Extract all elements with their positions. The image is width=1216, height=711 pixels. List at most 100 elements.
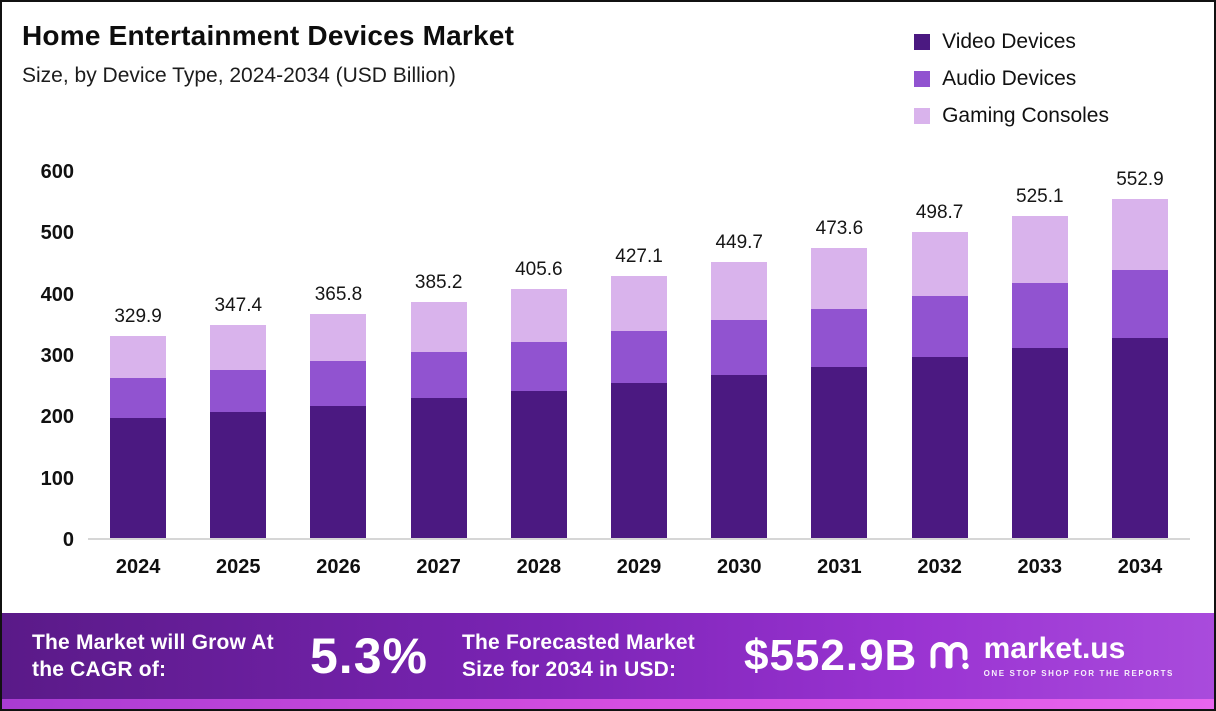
marketus-logo-icon [928, 636, 974, 677]
segment-video-devices [911, 357, 968, 538]
segment-gaming-consoles [711, 262, 768, 321]
segment-gaming-consoles [210, 324, 267, 370]
stacked-bar: 449.7 [711, 232, 768, 538]
stacked-bar: 427.1 [611, 246, 668, 538]
bar-group-2026: 365.8 [288, 172, 388, 538]
stacked-bar: 498.7 [911, 202, 968, 538]
x-axis-label: 2029 [616, 556, 662, 578]
title-block: Home Entertainment Devices Market Size, … [22, 20, 514, 88]
stacked-bar: 385.2 [410, 272, 467, 538]
bar-group-2033: 525.1 [990, 172, 1090, 538]
y-tick-label: 400 [40, 283, 74, 306]
y-tick-label: 200 [40, 406, 74, 429]
x-axis-label: 2030 [716, 556, 762, 578]
segment-audio-devices [711, 320, 768, 376]
stacked-bar: 329.9 [110, 306, 167, 538]
bar-total-label: 498.7 [915, 202, 964, 224]
y-tick-label: 500 [40, 222, 74, 245]
x-axis-label: 2024 [115, 556, 161, 578]
plot-area: 329.9 347.4 365.8 385.2 405.6 427.1 449.7 473.6… [88, 169, 1190, 540]
bar-group-2029: 427.1 [589, 172, 689, 538]
stacked-bar: 525.1 [1011, 186, 1068, 538]
y-tick-label: 100 [40, 467, 74, 490]
bar-total-label: 525.1 [1016, 185, 1064, 207]
segment-gaming-consoles [611, 276, 668, 332]
segment-video-devices [410, 398, 467, 538]
legend: Video Devices Audio Devices Gaming Console… [914, 30, 1109, 128]
x-axis-label: 2026 [316, 556, 361, 578]
x-axis-label: 2034 [1117, 556, 1163, 578]
legend-label: Audio Devices [942, 67, 1077, 90]
segment-video-devices [811, 366, 868, 538]
segment-audio-devices [510, 341, 567, 392]
segment-audio-devices [911, 296, 968, 358]
segment-audio-devices [210, 369, 267, 413]
segment-gaming-consoles [310, 313, 367, 362]
brand-text: market.us ONE STOP SHOP FOR THE REPORTS [983, 632, 1174, 679]
page-title: Home Entertainment Devices Market [22, 20, 515, 51]
segment-video-devices [711, 375, 768, 538]
segment-audio-devices [1011, 283, 1068, 348]
bar-total-label: 385.2 [414, 271, 463, 293]
bar-group-2025: 347.4 [188, 172, 288, 538]
bar-total-label: 405.6 [515, 259, 563, 281]
brand-name: market.us [983, 632, 1126, 665]
bar-total-label: 449.7 [715, 232, 763, 254]
segment-audio-devices [310, 361, 367, 406]
stacked-bar: 365.8 [310, 284, 367, 538]
x-axis-label: 2027 [416, 556, 461, 578]
bar-group-2030: 449.7 [689, 172, 789, 538]
bar-group-2034: 552.9 [1090, 169, 1190, 538]
segment-gaming-consoles [911, 232, 968, 297]
x-axis-label: 2033 [1017, 556, 1063, 578]
forecast-label: The Forecasted Market Size for 2034 in U… [461, 630, 695, 681]
segment-video-devices [1011, 347, 1068, 538]
brand-logo: market.us ONE STOP SHOP FOR THE REPORTS [928, 634, 1188, 678]
segment-audio-devices [410, 351, 467, 399]
x-axis-label: 2031 [817, 556, 862, 578]
segment-gaming-consoles [110, 335, 167, 378]
segment-video-devices [510, 391, 567, 538]
segment-audio-devices [1111, 269, 1168, 338]
stacked-bar: 347.4 [210, 295, 267, 538]
segment-audio-devices [811, 308, 868, 367]
segment-video-devices [611, 383, 668, 538]
legend-label: Video Devices [942, 30, 1076, 53]
segment-gaming-consoles [410, 301, 467, 352]
x-axis-label: 2025 [216, 556, 261, 578]
bar-group-2032: 498.7 [890, 172, 990, 538]
y-tick-label: 600 [40, 161, 74, 183]
cagr-label: The Market will Grow At the CAGR of: [32, 630, 274, 681]
segment-video-devices [210, 412, 267, 538]
x-axis: 2024 2025 2026 2027 2028 2029 2030 2031 2032 2033… [88, 540, 1190, 579]
forecast-value: $552.9B [743, 631, 918, 680]
segment-video-devices [110, 418, 167, 538]
segment-gaming-consoles [1111, 198, 1168, 270]
segment-gaming-consoles [811, 247, 868, 309]
legend-swatch [914, 108, 931, 124]
segment-audio-devices [611, 331, 668, 384]
segment-audio-devices [110, 377, 167, 419]
x-axis-label: 2028 [516, 556, 562, 578]
footer-banner: The Market will Grow At the CAGR of: 5.3… [2, 613, 1214, 709]
legend-item-audio-devices: Audio Devices [914, 67, 1109, 91]
bar-group-2031: 473.6 [789, 172, 889, 538]
segment-gaming-consoles [1011, 215, 1068, 284]
legend-label: Gaming Consoles [942, 104, 1109, 127]
stacked-bar: 552.9 [1111, 169, 1168, 538]
legend-swatch [914, 34, 931, 50]
segment-video-devices [310, 405, 367, 538]
bar-total-label: 552.9 [1116, 168, 1164, 190]
segment-gaming-consoles [510, 289, 567, 342]
y-axis: 0 100 200 300 400 500 600 [26, 161, 88, 551]
bar-total-label: 329.9 [114, 305, 162, 327]
bar-total-label: 427.1 [615, 246, 663, 268]
segment-video-devices [1111, 337, 1168, 538]
page-subtitle: Size, by Device Type, 2024-2034 (USD Bil… [22, 64, 456, 87]
brand-tagline: ONE STOP SHOP FOR THE REPORTS [983, 669, 1174, 678]
y-tick-label: 300 [40, 345, 74, 367]
bar-total-label: 365.8 [314, 283, 363, 305]
header: Home Entertainment Devices Market Size, … [22, 20, 1194, 128]
legend-item-video-devices: Video Devices [914, 30, 1109, 54]
